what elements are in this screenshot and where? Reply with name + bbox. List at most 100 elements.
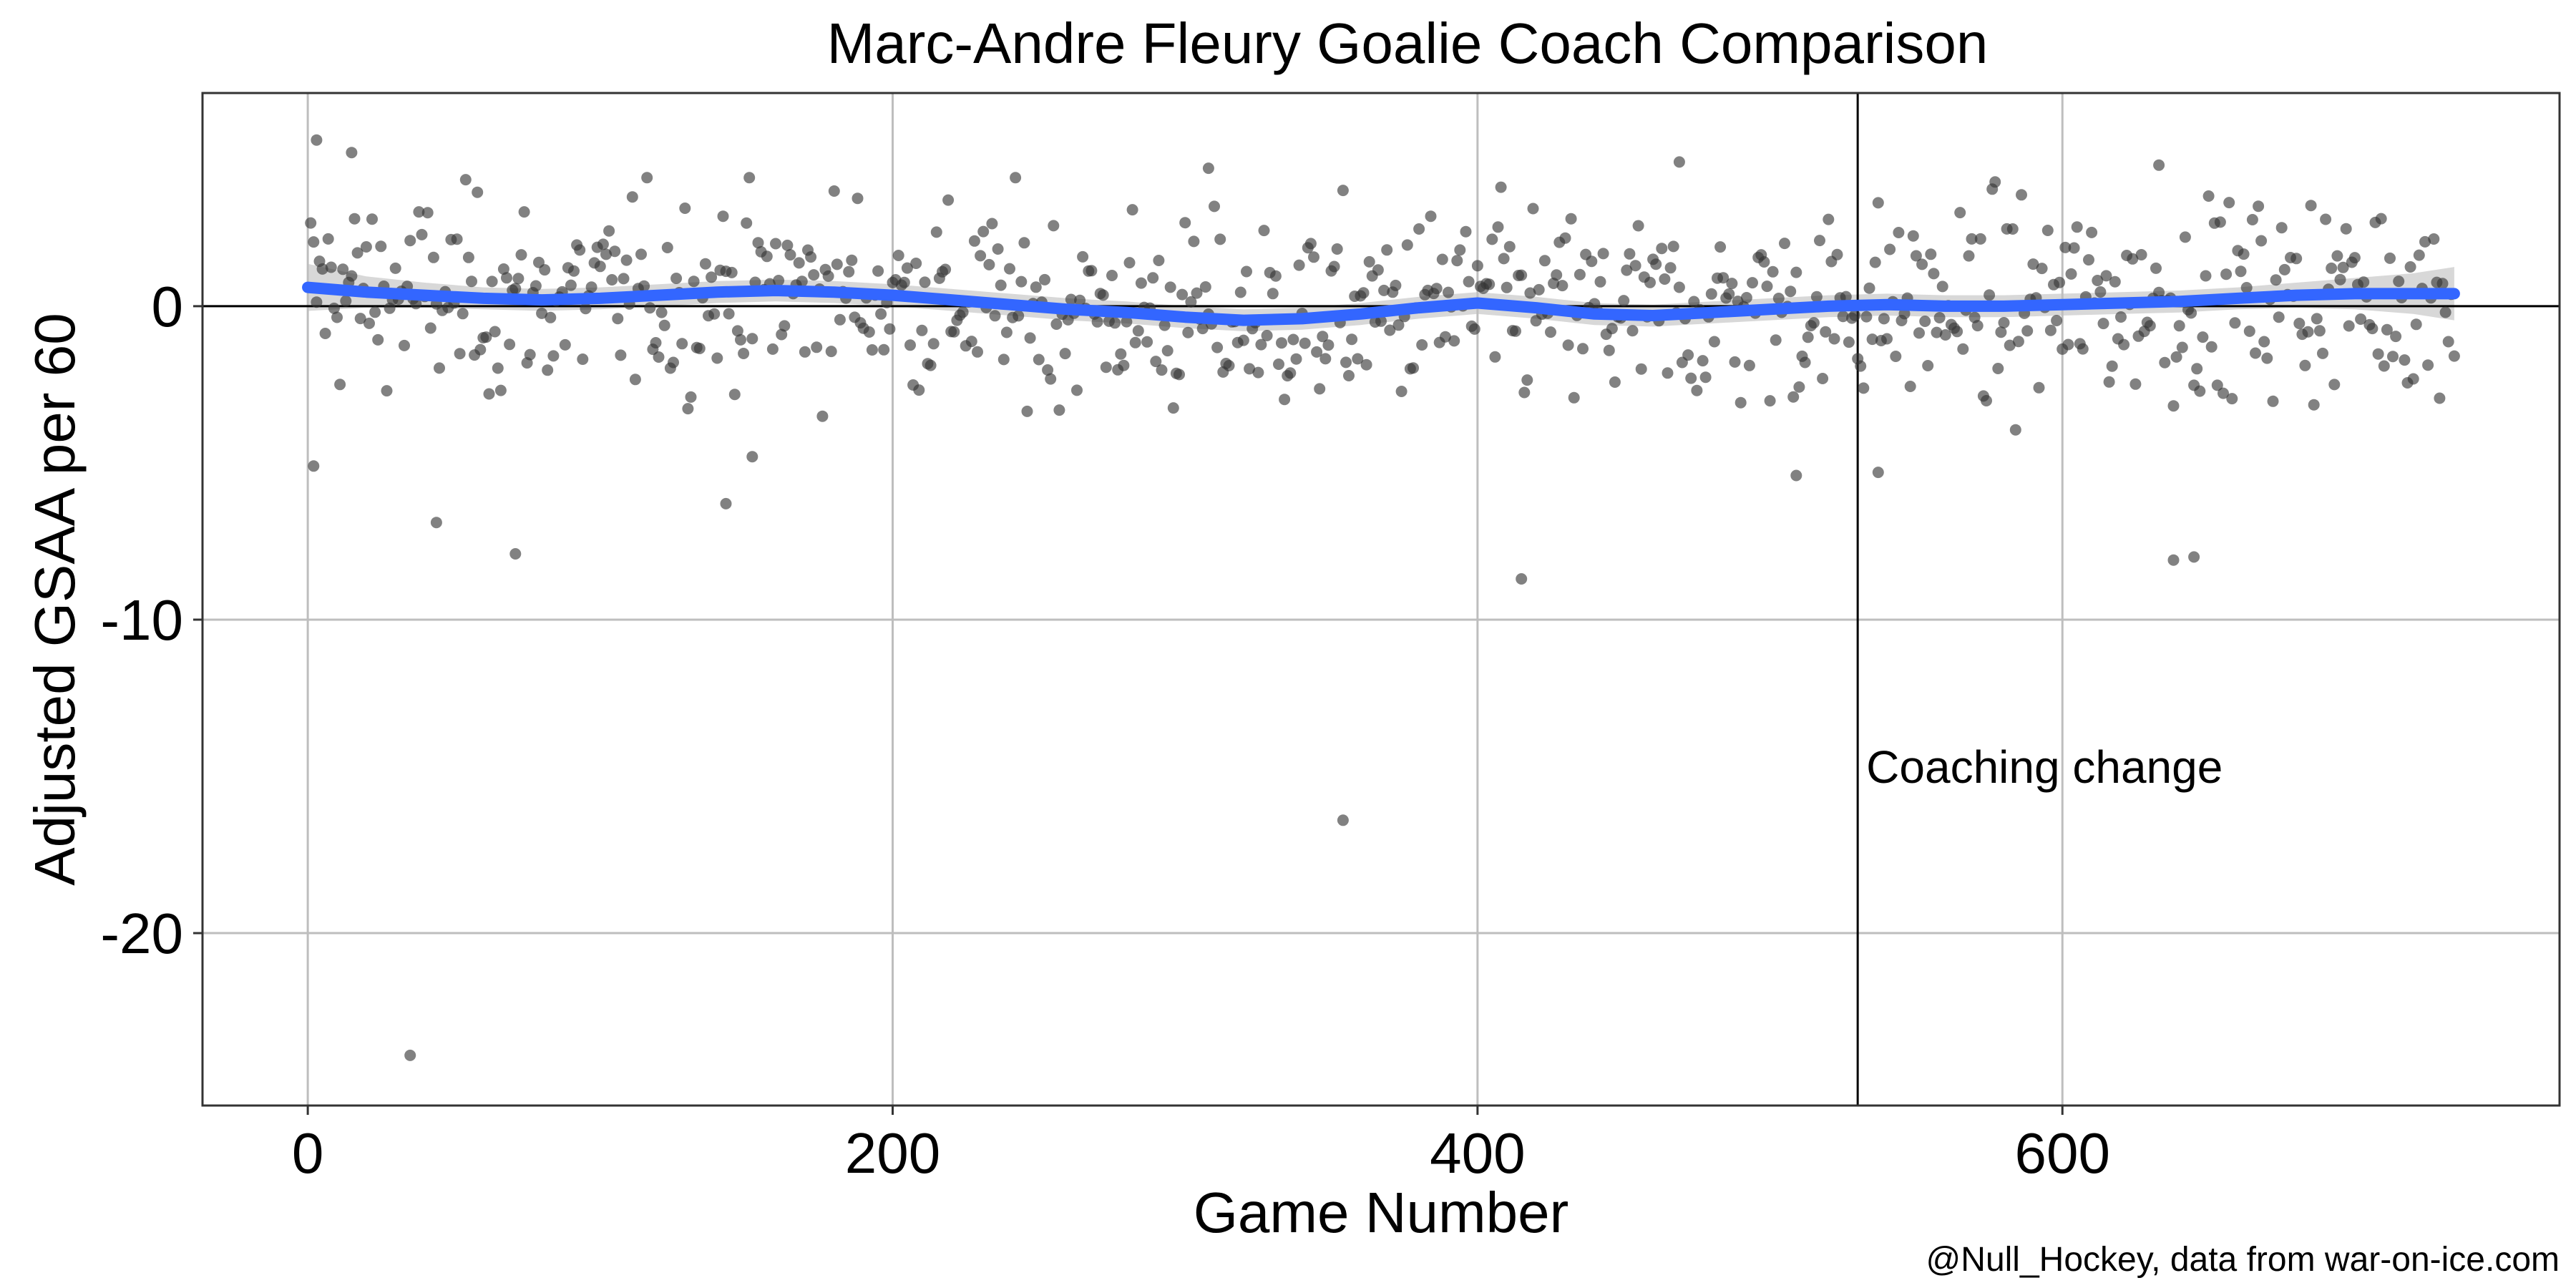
data-point	[1167, 402, 1179, 414]
data-point	[1632, 220, 1644, 232]
data-point	[1779, 238, 1790, 250]
data-point	[1395, 386, 1407, 397]
data-point	[773, 275, 785, 286]
y-axis-title: Adjusted GSAA per 60	[23, 313, 87, 886]
data-point	[834, 313, 846, 326]
data-point	[1004, 263, 1015, 275]
data-point	[1352, 353, 1364, 365]
data-point	[1439, 331, 1451, 343]
data-point	[1223, 360, 1235, 371]
data-point	[1191, 287, 1203, 299]
data-point	[2115, 311, 2127, 323]
data-point	[1685, 372, 1697, 384]
data-point	[2188, 551, 2200, 563]
data-point	[2044, 324, 2057, 336]
data-point	[1141, 336, 1153, 348]
data-point	[898, 276, 910, 288]
data-point	[1132, 325, 1144, 337]
data-point	[1495, 181, 1507, 193]
data-point	[462, 251, 474, 263]
data-point	[1209, 200, 1220, 213]
data-point	[1343, 370, 1355, 381]
data-point	[1123, 257, 1136, 269]
data-point	[2235, 265, 2247, 278]
data-point	[1378, 284, 1390, 296]
data-point	[1521, 374, 1533, 386]
data-point	[638, 280, 650, 292]
data-point	[1659, 273, 1671, 285]
data-point	[1545, 326, 1556, 338]
data-point	[1468, 323, 1480, 335]
data-point	[1939, 329, 1951, 341]
data-point	[816, 410, 829, 422]
data-point	[2071, 221, 2083, 233]
data-point	[492, 362, 504, 374]
data-point	[1261, 330, 1273, 341]
data-point	[655, 306, 668, 318]
data-point	[1050, 318, 1063, 330]
data-point	[1013, 310, 1025, 322]
data-point	[316, 263, 328, 275]
data-point	[542, 364, 554, 376]
data-point	[1971, 320, 1984, 332]
data-point	[2129, 378, 2142, 390]
data-point	[1109, 317, 1121, 329]
data-point	[2106, 360, 2118, 372]
data-point	[2109, 275, 2121, 288]
data-point	[2173, 320, 2185, 332]
data-point	[2267, 395, 2279, 407]
data-point	[1699, 371, 1712, 384]
data-point	[2410, 318, 2422, 331]
data-point	[1787, 391, 1800, 403]
data-point	[2220, 268, 2233, 280]
data-point	[1992, 363, 2004, 374]
y-tick-label: 0	[152, 275, 184, 338]
data-point	[1998, 317, 2010, 328]
data-point	[770, 238, 781, 250]
data-point	[1176, 288, 1189, 301]
data-point	[766, 343, 779, 355]
data-point	[1568, 391, 1580, 404]
data-point	[427, 251, 439, 263]
data-point	[2273, 311, 2285, 323]
data-point	[2159, 356, 2171, 369]
data-point	[2240, 282, 2253, 293]
data-point	[1322, 339, 1335, 351]
data-point	[565, 279, 577, 291]
data-point	[413, 206, 425, 218]
data-point	[1577, 343, 1589, 355]
data-point	[346, 147, 358, 159]
data-point	[2027, 258, 2039, 270]
data-point	[2243, 325, 2255, 337]
data-point	[1635, 363, 1647, 375]
data-point	[1925, 248, 1937, 260]
data-point	[597, 238, 609, 250]
data-point	[866, 344, 878, 356]
data-point	[421, 207, 434, 219]
data-point	[1150, 356, 1162, 368]
data-point	[1211, 341, 1224, 353]
data-point	[699, 258, 711, 270]
data-point	[972, 346, 983, 358]
data-point	[459, 174, 472, 186]
data-point	[743, 172, 756, 184]
data-point	[1033, 353, 1045, 366]
data-point	[308, 460, 320, 472]
data-point	[369, 306, 381, 318]
data-point	[2004, 339, 2016, 351]
data-point	[776, 328, 788, 341]
data-point	[901, 262, 913, 274]
data-point	[530, 280, 542, 292]
data-point	[311, 296, 323, 308]
data-point	[1726, 278, 1738, 290]
data-point	[1820, 326, 1832, 338]
data-point	[1890, 351, 1902, 362]
data-point	[904, 339, 916, 351]
data-point	[1837, 311, 1849, 323]
data-point	[688, 275, 700, 288]
data-point	[1018, 237, 1030, 249]
data-point	[626, 191, 638, 203]
data-point	[2185, 307, 2197, 319]
data-point	[311, 134, 323, 146]
data-point	[731, 325, 743, 337]
